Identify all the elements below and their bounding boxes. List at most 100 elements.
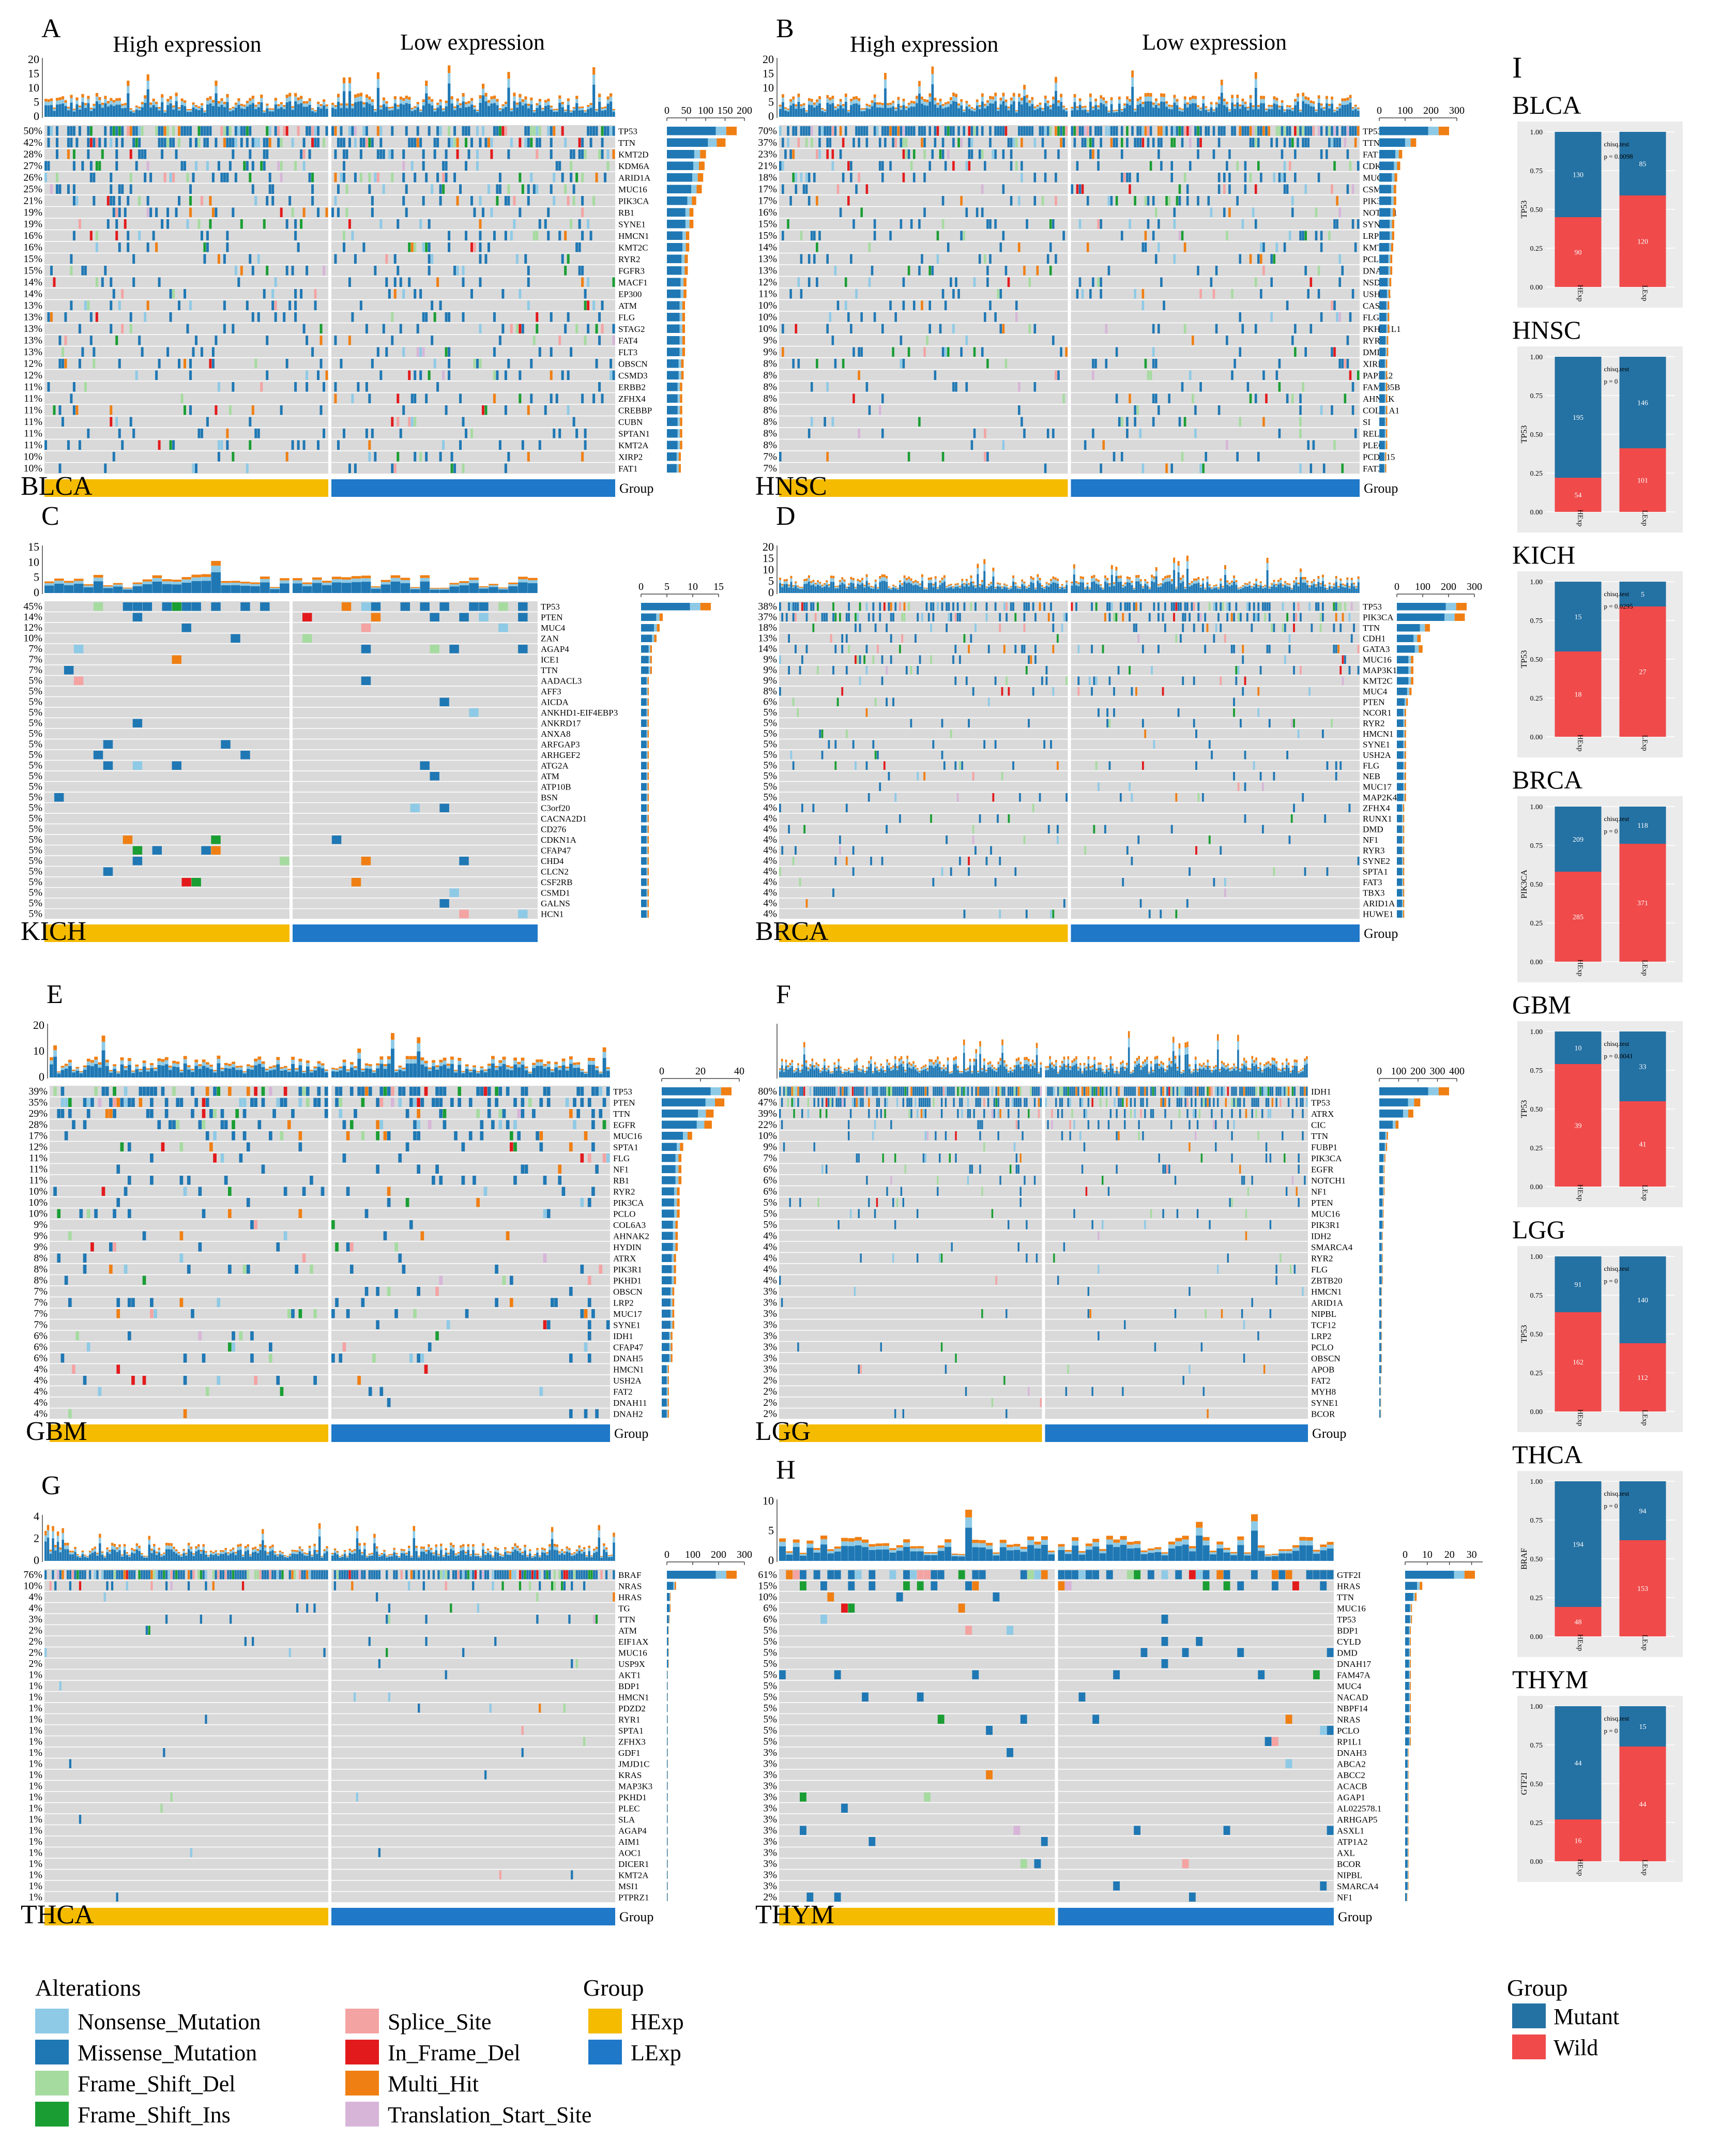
mutation-cell [538,138,541,147]
tmb-bar [416,104,419,108]
side-bar [1388,254,1391,263]
mutation-cell [280,138,283,147]
side-bar [678,452,681,461]
mutation-cell [1086,196,1089,206]
tmb-bar [103,586,113,588]
mutation-cell [200,126,203,136]
tmb-bar [912,103,916,107]
tmb-bar [1173,95,1176,98]
tmb-bar [44,105,48,117]
mutation-cell [184,405,186,415]
tmb-bar [890,587,892,589]
mutation-cell [1309,277,1313,287]
side-bar [1385,464,1387,473]
gene-percent: 70% [758,126,777,137]
mutation-cell [917,613,919,621]
tmb-bar [1302,576,1304,580]
side-bar [667,406,678,415]
mutation-cell [1152,347,1155,357]
mutation-cell [1237,666,1240,675]
gene-name: ATM [618,301,637,311]
mutation-cell [1302,231,1304,240]
tmb-bar [1184,589,1186,593]
mutation-cell [249,126,252,136]
mutation-cell [892,697,894,706]
gene-percent: 19% [23,207,42,218]
mutation-cell [1254,138,1257,147]
mutation-cell [795,613,797,621]
mutation-cell [960,196,963,206]
mutation-cell [908,602,910,611]
tmb-bar [905,110,908,117]
mutation-cell [266,370,269,380]
tmb-bar [1123,103,1126,105]
tmb-bar [550,107,553,110]
mutation-cell [277,138,280,147]
mutation-cell [93,602,103,611]
tmb-bar [1164,579,1166,582]
tmb-bar [1244,101,1247,104]
mutation-cell [302,138,306,147]
mutation-cell [493,347,496,357]
tmb-bar [1254,72,1257,79]
mutation-cell [978,254,981,264]
tmb-bar [797,97,800,102]
mutation-cell [984,429,986,438]
tmb-bar [1094,101,1097,105]
tmb-bar [1306,582,1308,585]
tmb-tick-label: 5 [768,96,774,109]
tmb-bar [1341,104,1344,117]
tmb-bar [184,102,187,107]
tmb-bar [1295,579,1298,583]
tmb-bar [1306,580,1308,583]
mutation-cell [536,149,539,159]
tmb-bar [878,104,881,108]
tmb-bar [1170,584,1173,593]
tmb-bar [957,108,961,117]
mutation-cell [1244,126,1247,136]
tmb-bar [877,587,879,588]
mutation-cell [1357,219,1360,229]
mutation-cell [1004,126,1008,136]
mutation-cell [391,312,394,322]
mutation-cell [829,138,832,147]
mutation-cell [1122,613,1124,621]
mutation-cell [453,138,456,147]
tmb-bar [1315,585,1318,587]
side-tick-label: 50 [681,105,692,116]
mutation-cell [1217,184,1221,194]
mutation-cell [839,126,842,136]
tmb-bar [908,576,910,579]
tmb-bar [1002,101,1005,117]
side-bar [647,772,649,780]
tmb-bar [1014,586,1017,593]
mutation-cell [1088,676,1091,685]
mutation-cell [889,126,892,136]
tmb-bar [1102,97,1105,100]
mutation-cell [544,405,547,415]
tmb-bar [1275,584,1277,586]
gene-percent: 5% [28,760,42,771]
mutation-cell [1294,149,1297,159]
mutation-cell [121,324,124,333]
mutation-cell [965,676,968,685]
mutation-cell [58,359,62,369]
tmb-bar [1349,98,1352,103]
mutation-cell [232,207,235,217]
tmb-bar [870,587,873,589]
mutation-cell [805,645,808,654]
mutation-cell [965,161,968,171]
tmb-bar [371,99,374,102]
tmb-bar [459,103,462,105]
mutation-cell [311,173,314,183]
tmb-bar [963,583,966,585]
gene-name: ICE1 [541,655,559,664]
tmb-bar [1249,98,1252,103]
gene-percent: 8% [763,405,777,416]
mutation-cell [1275,370,1278,380]
tmb-bar [828,587,830,593]
tmb-bar [1065,580,1068,583]
tmb-bar [1018,589,1021,593]
tmb-bar [1144,101,1147,117]
side-bar [1393,185,1396,193]
